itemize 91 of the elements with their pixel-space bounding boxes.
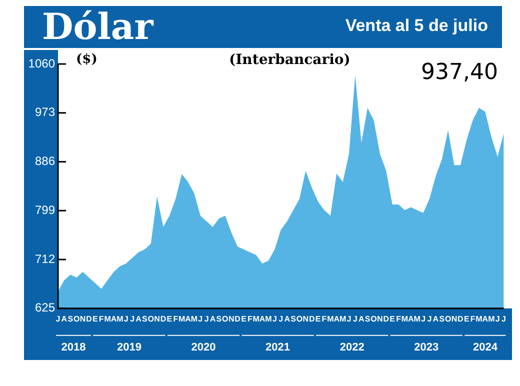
x-tick-label: D (383, 314, 390, 324)
x-tick-label: M (265, 314, 272, 324)
x-tick-label: M (488, 314, 496, 324)
x-tick-label: N (377, 314, 384, 324)
x-tick-label: O (148, 314, 154, 324)
x-tick-label: A (432, 314, 439, 324)
annotation: 937,40 (421, 60, 498, 85)
x-tick-label: M (476, 314, 483, 324)
x-tick-label: E (464, 314, 470, 324)
x-tick-label: S (142, 314, 148, 324)
y-tick-label: 799 (34, 202, 56, 217)
x-tick-label: N (451, 314, 458, 324)
text: 2021 (266, 341, 290, 354)
text: 2019 (116, 341, 142, 354)
text: 2018 (61, 341, 86, 354)
x-tick-label: M (401, 314, 408, 324)
x-tick-label: M (104, 314, 112, 324)
x-tick-label: D (308, 314, 315, 324)
y-tick-label: 625 (34, 300, 56, 315)
x-tick-label: O (222, 314, 228, 324)
x-tick-label: E (315, 314, 322, 324)
x-tick-label: S (439, 314, 446, 324)
x-tick-label: F (173, 314, 178, 324)
x-tick-label: M (339, 314, 346, 324)
x-tick-label: D (234, 314, 241, 324)
x-tick-label: D (458, 314, 464, 324)
x-tick-label: A (259, 314, 266, 324)
x-tick-label: M (414, 314, 421, 324)
x-tick-label: J (346, 314, 352, 324)
x-tick-label: J (56, 314, 60, 324)
x-tick-label: F (470, 314, 476, 324)
x-tick-label: F (322, 314, 327, 324)
x-tick-label: N (302, 314, 309, 324)
x-tick-label: N (228, 314, 234, 324)
y-tick-label: 1060 (28, 56, 56, 70)
x-tick-label: S (364, 314, 371, 324)
x-tick-label: A (334, 314, 340, 324)
x-tick-label: A (185, 314, 192, 324)
text: 2023 (414, 341, 439, 354)
x-tick-label: A (136, 314, 142, 324)
x-tick-label: J (352, 314, 358, 324)
x-tick-label: J (427, 314, 432, 324)
x-tick-label: J (421, 314, 426, 324)
x-tick-label: J (130, 314, 135, 324)
text: 2024 (472, 341, 498, 354)
x-tick-label: J (495, 314, 500, 324)
y-tick-label: 886 (34, 154, 56, 168)
annotation: (Interbancario) (229, 52, 350, 68)
x-tick-label: F (396, 314, 402, 324)
x-tick-label: S (68, 314, 74, 324)
x-tick-label: O (73, 314, 80, 324)
x-tick-label: E (92, 314, 98, 324)
x-tick-label: J (502, 314, 506, 324)
x-tick-label: N (154, 314, 160, 324)
x-tick-label: A (61, 314, 68, 324)
y-tick-label: 973 (34, 105, 56, 120)
x-tick-label: J (272, 314, 277, 324)
x-tick-label: A (408, 314, 414, 324)
x-tick-label: E (166, 314, 173, 324)
x-tick-label: M (178, 314, 186, 324)
x-tick-label: M (190, 314, 198, 324)
x-tick-label: A (210, 314, 216, 324)
x-tick-label: J (198, 314, 203, 324)
x-tick-label: O (370, 314, 377, 324)
text: 2020 (191, 341, 216, 354)
text: 2022 (340, 341, 364, 354)
x-tick-label: S (216, 314, 222, 324)
x-tick-label: M (327, 314, 334, 324)
x-tick-label: F (247, 314, 252, 324)
x-tick-label: D (86, 314, 92, 324)
x-tick-label: J (124, 314, 128, 324)
x-tick-label: O (444, 314, 452, 324)
x-tick-label: F (98, 314, 104, 324)
x-tick-label: A (482, 314, 488, 324)
x-tick-label: M (116, 314, 124, 324)
x-tick-label: D (160, 314, 166, 324)
x-tick-label: E (390, 314, 396, 324)
chart-title: Dólar (42, 6, 154, 48)
x-tick-label: A (358, 314, 364, 324)
x-tick-label: A (110, 314, 117, 324)
y-tick-label: 712 (34, 252, 56, 266)
x-tick-label: E (241, 314, 248, 324)
x-tick-label: A (284, 314, 290, 324)
x-tick-label: J (204, 314, 209, 324)
x-tick-label: O (296, 314, 303, 324)
x-tick-label: N (80, 314, 86, 324)
x-tick-label: S (290, 314, 297, 324)
x-tick-label: M (252, 314, 260, 324)
chart-subtitle: Venta al 5 de julio (345, 16, 488, 36)
y-axis-title: ($) (76, 52, 98, 67)
x-tick-label: J (278, 314, 284, 324)
